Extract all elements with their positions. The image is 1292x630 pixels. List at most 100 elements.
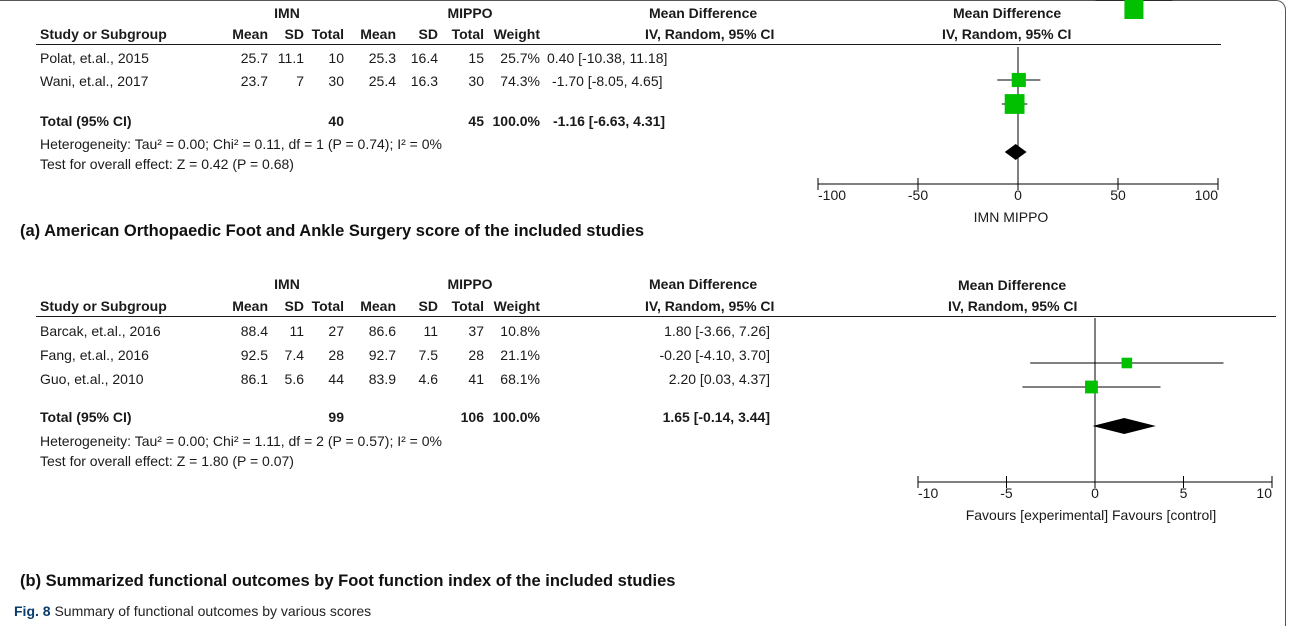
weight: 100.0% [492,409,540,425]
exp-group-header: IMN [274,5,300,21]
x-tick-label: -50 [908,187,928,203]
ctrl-group-header: MIPPO [447,5,493,21]
ctrl-mean: 25.3 [368,50,396,66]
ctrl-mean: 25.4 [368,73,396,89]
col-ctrl-mean: Mean [360,298,396,314]
col-ctrl-total: Total [451,26,484,42]
col-exp-total: Total [311,26,344,42]
study-box [1011,72,1026,88]
heterogeneity: Heterogeneity: Tau² = 0.00; Chi² = 0.11,… [40,136,442,152]
study-name: Fang, et.al., 2016 [40,347,149,363]
x-axis-label: IMN MIPPO [974,209,1049,225]
ctrl-mean: 92.7 [368,347,396,363]
x-tick-label: 0 [1091,485,1099,501]
col-ci: IV, Random, 95% CI [645,298,775,314]
md-header-top: Mean Difference [649,276,758,292]
study-name: Wani, et.al., 2017 [40,73,149,89]
col-weight: Weight [493,298,540,314]
study-box [1085,380,1098,394]
col-ctrl-total: Total [451,298,484,314]
ctrl-total: 28 [468,347,484,363]
panel-title: (b) Summarized functional outcomes by Fo… [20,572,676,590]
x-tick-label: -100 [818,187,846,203]
weight: 74.3% [500,73,540,89]
ctrl-sd: 7.5 [418,347,438,363]
weight: 21.1% [500,347,540,363]
exp-mean: 86.1 [240,371,268,387]
col-exp-mean: Mean [232,26,268,42]
exp-total: 99 [328,409,344,425]
col-exp-sd: SD [284,298,304,314]
total-label: Total (95% CI) [40,113,132,129]
ctrl-mean: 83.9 [368,371,396,387]
ctrl-group-header: MIPPO [447,276,493,292]
ci-text: 1.80 [-3.66, 7.26] [664,323,770,339]
figure-caption-text: Summary of functional outcomes by variou… [54,603,372,619]
col-exp-mean: Mean [232,298,268,314]
exp-total: 30 [328,73,344,89]
x-tick-label: 0 [1014,187,1022,203]
study-name: Barcak, et.al., 2016 [40,323,161,339]
col-ci: IV, Random, 95% CI [645,26,775,42]
x-tick-label: 10 [1256,485,1272,501]
col-exp-total: Total [311,298,344,314]
x-axis-label: Favours [experimental] Favours [control] [966,507,1217,523]
col-study: Study or Subgroup [40,298,167,314]
exp-sd: 11 [289,323,304,339]
x-tick-label: 50 [1110,187,1126,203]
exp-group-header: IMN [274,276,300,292]
plot-header-top: Mean Difference [953,5,1062,21]
ctrl-sd: 11 [423,323,438,339]
col-ctrl-mean: Mean [360,26,396,42]
plot-header-bottom: IV, Random, 95% CI [942,26,1072,42]
study-box [1124,0,1144,20]
col-exp-sd: SD [284,26,304,42]
col-ctrl-sd: SD [418,26,438,42]
x-tick-label: -10 [918,485,938,501]
exp-sd: 7 [296,73,304,89]
x-tick-label: 100 [1195,187,1219,203]
ctrl-total: 30 [468,73,484,89]
ci-text: 0.40 [-10.38, 11.18] [547,50,668,66]
weight: 10.8% [500,323,540,339]
ctrl-sd: 4.6 [418,371,438,387]
x-tick-label: -5 [1000,485,1013,501]
ctrl-total: 41 [468,371,484,387]
plot-header-top: Mean Difference [958,277,1067,293]
header-rule [36,316,1276,317]
ci-text: -1.70 [-8.05, 4.65] [552,73,663,89]
ci-text: 2.20 [0.03, 4.37] [668,371,770,387]
ctrl-total: 106 [460,409,484,425]
weight: 25.7% [500,50,540,66]
header-rule [36,44,1221,45]
plot-header-bottom: IV, Random, 95% CI [948,298,1078,314]
col-weight: Weight [493,26,540,42]
ctrl-total: 15 [468,50,484,66]
overall-effect: Test for overall effect: Z = 0.42 (P = 0… [40,156,294,172]
ctrl-total: 45 [468,113,484,129]
exp-total: 10 [328,50,344,66]
md-header-top: Mean Difference [649,5,758,21]
col-study: Study or Subgroup [40,26,167,42]
exp-total: 40 [328,113,344,129]
exp-mean: 92.5 [240,347,268,363]
total-label: Total (95% CI) [40,409,132,425]
x-tick-label: 5 [1180,485,1188,501]
exp-mean: 88.4 [240,323,268,339]
ctrl-mean: 86.6 [368,323,396,339]
exp-sd: 5.6 [284,371,304,387]
exp-sd: 7.4 [284,347,304,363]
figure-caption: Fig. 8 Summary of functional outcomes by… [14,603,371,619]
exp-total: 27 [328,323,344,339]
heterogeneity: Heterogeneity: Tau² = 0.00; Chi² = 1.11,… [40,433,442,449]
ci-text: 1.65 [-0.14, 3.44] [662,409,770,425]
pooled-diamond [1092,418,1156,434]
study-name: Guo, et.al., 2010 [40,371,144,387]
ctrl-sd: 16.4 [410,50,438,66]
ctrl-total: 37 [468,323,484,339]
weight: 100.0% [492,113,540,129]
study-name: Polat, et.al., 2015 [40,50,149,66]
